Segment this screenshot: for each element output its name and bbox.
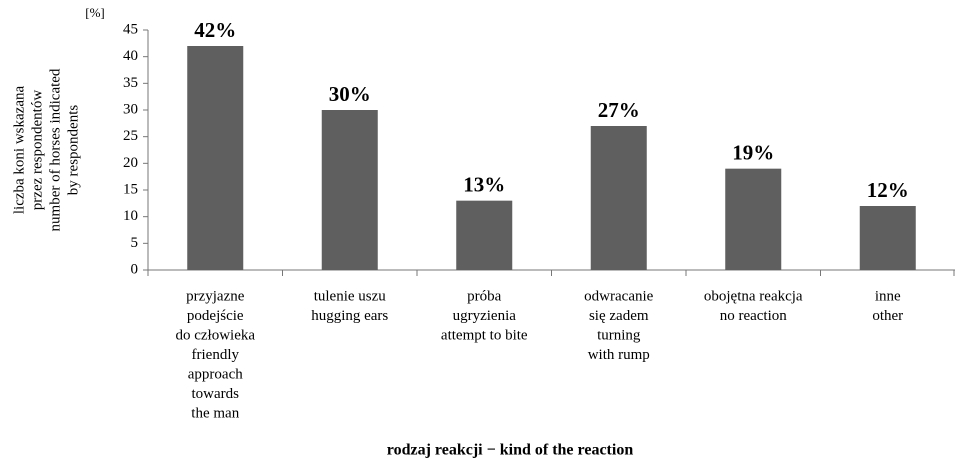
value-label: 30% [329, 82, 371, 106]
y-axis-title: przez respondentów [29, 90, 45, 211]
y-tick-label: 30 [123, 101, 138, 117]
y-tick-label: 40 [123, 48, 138, 64]
y-tick-label: 10 [123, 208, 138, 224]
value-label: 13% [463, 172, 505, 196]
bar [725, 168, 782, 270]
x-tick-label: the man [191, 405, 239, 421]
x-tick-label: tulenie uszu [314, 288, 387, 304]
y-axis-title: number of horses indicated [47, 68, 63, 231]
bar [187, 46, 244, 270]
x-tick-label: hugging ears [311, 308, 388, 324]
x-tick-label: friendly [192, 347, 240, 363]
value-label: 19% [732, 140, 774, 164]
x-tick-label: do człowieka [175, 327, 255, 343]
x-tick-label: turning [597, 327, 641, 343]
x-tick-label: towards [192, 386, 240, 402]
y-tick-label: 20 [123, 155, 138, 171]
y-tick-label: 45 [123, 21, 138, 37]
y-tick-label: 5 [131, 235, 139, 251]
value-label: 27% [598, 98, 640, 122]
y-tick-label: 0 [131, 261, 139, 277]
x-tick-label: podejście [187, 308, 244, 324]
x-tick-label: with rump [588, 347, 650, 363]
y-tick-label: 25 [123, 128, 138, 144]
x-tick-label: attempt to bite [441, 327, 528, 343]
bar [321, 110, 378, 270]
y-tick-label: 15 [123, 181, 138, 197]
y-axis-title: by respondents [65, 105, 81, 196]
x-tick-label: się zadem [589, 308, 649, 324]
unit-label: [%] [85, 5, 105, 20]
bar [456, 200, 513, 270]
x-tick-label: approach [188, 366, 243, 382]
value-label: 12% [867, 178, 909, 202]
x-tick-label: obojętna reakcja [704, 288, 803, 304]
x-tick-label: no reaction [720, 308, 788, 324]
x-tick-label: przyjazne [186, 288, 245, 304]
x-tick-label: próba [467, 288, 501, 304]
bar [590, 126, 647, 270]
x-axis-title: rodzaj reakcji − kind of the reaction [387, 442, 634, 459]
bar [859, 206, 916, 270]
x-tick-label: inne [875, 288, 901, 304]
x-tick-label: other [872, 308, 903, 324]
x-tick-label: odwracanie [584, 288, 653, 304]
x-tick-label: ugryzienia [453, 308, 517, 324]
value-label: 42% [194, 18, 236, 42]
y-tick-label: 35 [123, 75, 138, 91]
y-axis-title: liczba koni wskazana [11, 86, 27, 215]
